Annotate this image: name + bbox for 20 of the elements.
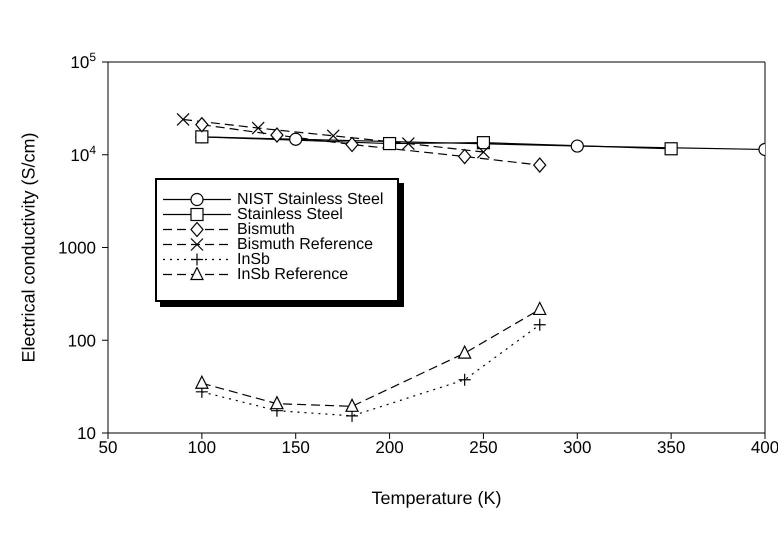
x-tick-label: 200 [375,438,404,458]
legend-label: Bismuth Reference [237,236,374,253]
legend-label: Stainless Steel [237,206,343,223]
legend-label: InSb [237,251,270,268]
y-tick-label: 1000 [58,238,96,258]
y-axis-title: Electrical conductivity (S/cm) [18,132,38,363]
y-tick-label: 10$^{4}$ [70,142,96,165]
x-tick-label: 100 [188,438,216,458]
x-tick-label: 350 [656,438,686,458]
x-tick-label: 150 [282,438,310,458]
legend-label: NIST Stainless Steel [237,191,384,208]
x-tick-label: 250 [469,438,498,458]
y-tick-label: 10 [77,424,96,443]
x-tick-label: 50 [98,438,118,458]
x-tick-label: 300 [563,438,592,458]
legend-label: InSb Reference [237,266,348,283]
y-tick-label: 100 [68,331,96,350]
y-tick-label: 10$^{5}$ [70,50,96,72]
legend-label: Bismuth [237,221,295,238]
x-axis-title: Temperature (K) [371,488,502,508]
